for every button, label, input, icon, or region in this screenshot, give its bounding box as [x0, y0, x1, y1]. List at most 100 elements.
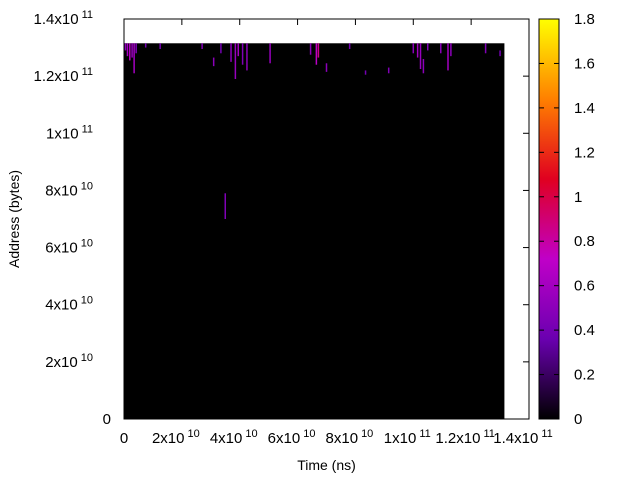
y-tick-label: 4x10 10 [45, 295, 93, 314]
colorbar-tick-label: 0.8 [574, 233, 595, 250]
x-tick-label-text: 2x10 10 [152, 428, 200, 447]
heatmap-cell [484, 43, 487, 54]
x-tick-label: 8x10 10 [326, 428, 374, 447]
y-tick-label: 2x10 10 [45, 352, 93, 371]
y-tick-label: 6x10 10 [45, 238, 93, 257]
x-tick-label: 2x10 10 [152, 428, 200, 447]
y-tick-label: 8x10 10 [45, 180, 93, 199]
heatmap-cell [212, 57, 215, 67]
heatmap-cell [499, 50, 501, 57]
x-tick-label: 1x10 11 [384, 428, 431, 447]
x-tick-label: 6x10 10 [268, 428, 316, 447]
tick-exponent: 11 [483, 428, 494, 440]
y-tick-label: 0 [103, 411, 111, 428]
tick-exponent: 10 [187, 428, 199, 440]
heatmap-cell [450, 43, 452, 57]
heatmap-cell [387, 67, 390, 74]
y-tick-label-text: 6x10 10 [45, 238, 93, 257]
y-tick-label-text: 1x10 11 [46, 123, 93, 142]
tick-exponent: 11 [419, 428, 430, 440]
heatmap-cell [144, 43, 147, 48]
heatmap-cell [325, 63, 328, 72]
y-tick-label-text: 4x10 10 [45, 295, 93, 314]
x-tick-label-text: 1x10 11 [384, 428, 431, 447]
x-tick-label-text: 1.4x10 11 [493, 428, 552, 447]
tick-exponent: 11 [82, 66, 93, 78]
colorbar [538, 18, 560, 420]
tick-exponent: 10 [81, 238, 93, 250]
colorbar-tick-label: 1 [574, 189, 582, 206]
tick-exponent: 11 [82, 123, 93, 135]
colorbar-axis: 0 0.2 0.4 0.6 0.8 1 1.2 1.4 1.6 1.8 [539, 11, 595, 428]
tick-exponent: 10 [81, 352, 93, 364]
colorbar-tick-label: 1.8 [574, 11, 595, 28]
heatmap-cell [220, 43, 222, 54]
tick-mantissa: 0 [103, 411, 111, 428]
heatmap-cell [237, 43, 240, 57]
heatmap-cell [309, 43, 312, 55]
heatmap-cell [201, 43, 203, 49]
x-tick-label-text: 1.2x10 11 [435, 428, 494, 447]
tick-exponent: 10 [303, 428, 315, 440]
heatmap-cell [133, 43, 135, 74]
colorbar-tick-label: 0 [574, 411, 582, 428]
heatmap-cell [419, 43, 422, 69]
tick-exponent: 10 [245, 428, 257, 440]
tick-mantissa: 1.2x10 [435, 430, 480, 447]
heatmap-background [124, 43, 505, 420]
x-tick-label-text: 8x10 10 [326, 428, 374, 447]
heatmap-cell [234, 43, 237, 79]
x-axis-label: Time (ns) [297, 457, 356, 473]
x-tick-label-text: 6x10 10 [268, 428, 316, 447]
heatmap-area [124, 43, 505, 420]
x-axis: 0 2x10 10 4x10 10 6x10 10 8x10 10 1x10 11 1.2x10 111… [120, 19, 553, 447]
heatmap-cell [135, 43, 137, 54]
tick-mantissa: 6x10 [45, 240, 78, 257]
tick-mantissa: 8x10 [45, 182, 78, 199]
tick-mantissa: 1.2x10 [34, 68, 79, 85]
tick-exponent: 11 [82, 9, 93, 21]
colorbar-tick-label: 1.2 [574, 144, 595, 161]
colorbar-tick-label: 0.4 [574, 322, 595, 339]
y-axis-label: Address (bytes) [6, 170, 22, 268]
tick-mantissa: 4x10 [45, 297, 78, 314]
heatmap-cell [364, 70, 367, 75]
heatmap-cell [126, 43, 129, 57]
y-tick-label: 1x10 11 [46, 123, 93, 142]
tick-exponent: 10 [81, 295, 93, 307]
tick-mantissa: 4x10 [210, 430, 243, 447]
tick-mantissa: 1.4x10 [34, 11, 79, 28]
heatmap-cell [317, 43, 320, 58]
tick-mantissa: 2x10 [45, 354, 78, 371]
tick-exponent: 11 [541, 428, 552, 440]
colorbar-tick-label: 1.6 [574, 55, 595, 72]
tick-mantissa: 1x10 [46, 125, 79, 142]
heatmap-cell [124, 43, 127, 51]
x-tick-label: 1.2x10 11 [435, 428, 494, 447]
x-tick-label: 0 [120, 430, 128, 447]
heatmap-cell [427, 43, 429, 51]
heatmap-cell [416, 43, 419, 58]
tick-mantissa: 1.4x10 [493, 430, 538, 447]
tick-mantissa: 2x10 [152, 430, 185, 447]
x-tick-label-text: 0 [120, 430, 128, 447]
y-tick-label-text: 1.4x10 11 [34, 9, 93, 28]
heatmap-cell [315, 43, 318, 65]
tick-exponent: 10 [361, 428, 373, 440]
colorbar-tick-label: 0.2 [574, 367, 595, 384]
heatmap-cell [246, 43, 248, 71]
y-tick-label-text: 0 [103, 411, 111, 428]
heatmap-cell [269, 43, 271, 64]
heatmap-cell [348, 43, 351, 49]
x-tick-label: 4x10 10 [210, 428, 258, 447]
heatmap-cell [159, 43, 161, 49]
heatmap-cell [241, 43, 244, 65]
heatmap-cell [447, 43, 449, 71]
y-tick-label: 1.4x10 11 [34, 9, 93, 28]
heatmap-cell [129, 43, 131, 61]
heatmap-cell [224, 193, 226, 219]
y-tick-label-text: 2x10 10 [45, 352, 93, 371]
heatmap-cell [230, 43, 232, 62]
